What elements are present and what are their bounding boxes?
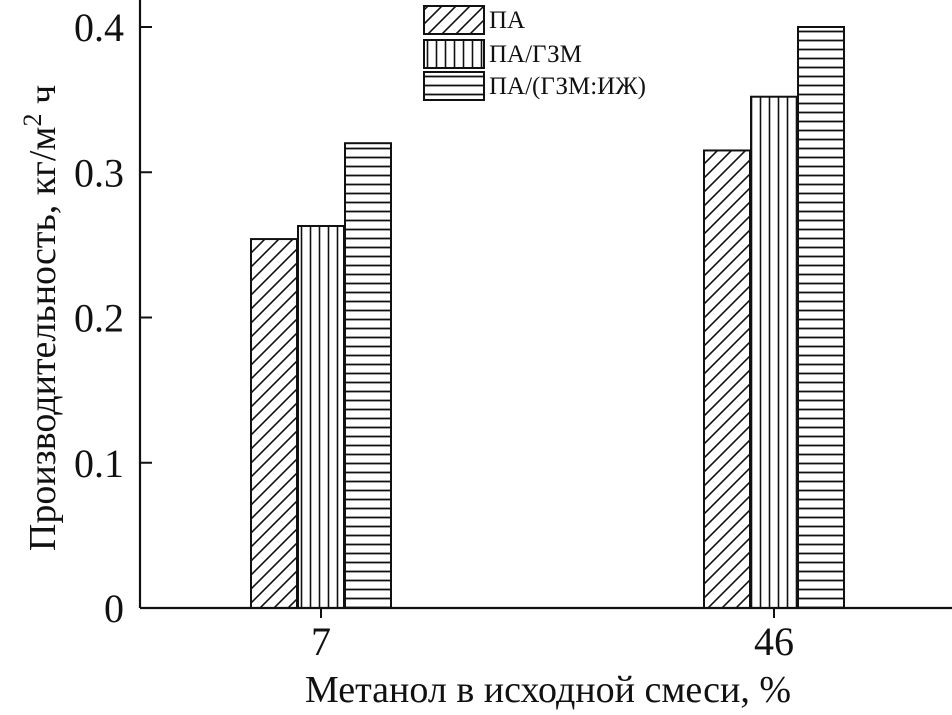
bar-46-series-2 — [750, 95, 798, 609]
x-tick-label: 7 — [311, 619, 331, 664]
x-axis-title: Метанол в исходной смеси, % — [305, 669, 791, 711]
y-tick-label: 0.1 — [74, 441, 124, 486]
y-axis-title: Производительность, кг/м2 ч — [18, 85, 64, 551]
legend-swatch — [423, 5, 485, 35]
legend-swatch — [423, 71, 485, 101]
bar-7-series-3 — [344, 142, 392, 609]
y-ticks: 0 0.1 0.2 0.3 0.4 — [74, 5, 152, 631]
bar-7-series-2 — [297, 224, 345, 609]
y-tick-label: 0.2 — [74, 296, 124, 341]
legend-label: ПА/ГЗМ — [489, 41, 582, 68]
bars — [250, 26, 845, 609]
bar-46-series-3 — [797, 26, 845, 609]
x-ticks: 7 46 — [311, 608, 794, 664]
x-tick-label: 46 — [754, 619, 794, 664]
legend-label: ПА — [489, 7, 525, 34]
y-tick-label: 0.3 — [74, 150, 124, 195]
y-tick-label: 0.4 — [74, 5, 124, 50]
legend-swatch — [423, 39, 485, 69]
y-tick-label: 0 — [104, 586, 124, 631]
bar-7-series-1 — [250, 238, 298, 609]
legend-label: ПА/(ГЗМ:ИЖ) — [489, 73, 646, 100]
bar-46-series-1 — [703, 149, 751, 609]
legend: ПА ПА/ГЗМ ПА/(ГЗМ:ИЖ) — [423, 5, 646, 101]
